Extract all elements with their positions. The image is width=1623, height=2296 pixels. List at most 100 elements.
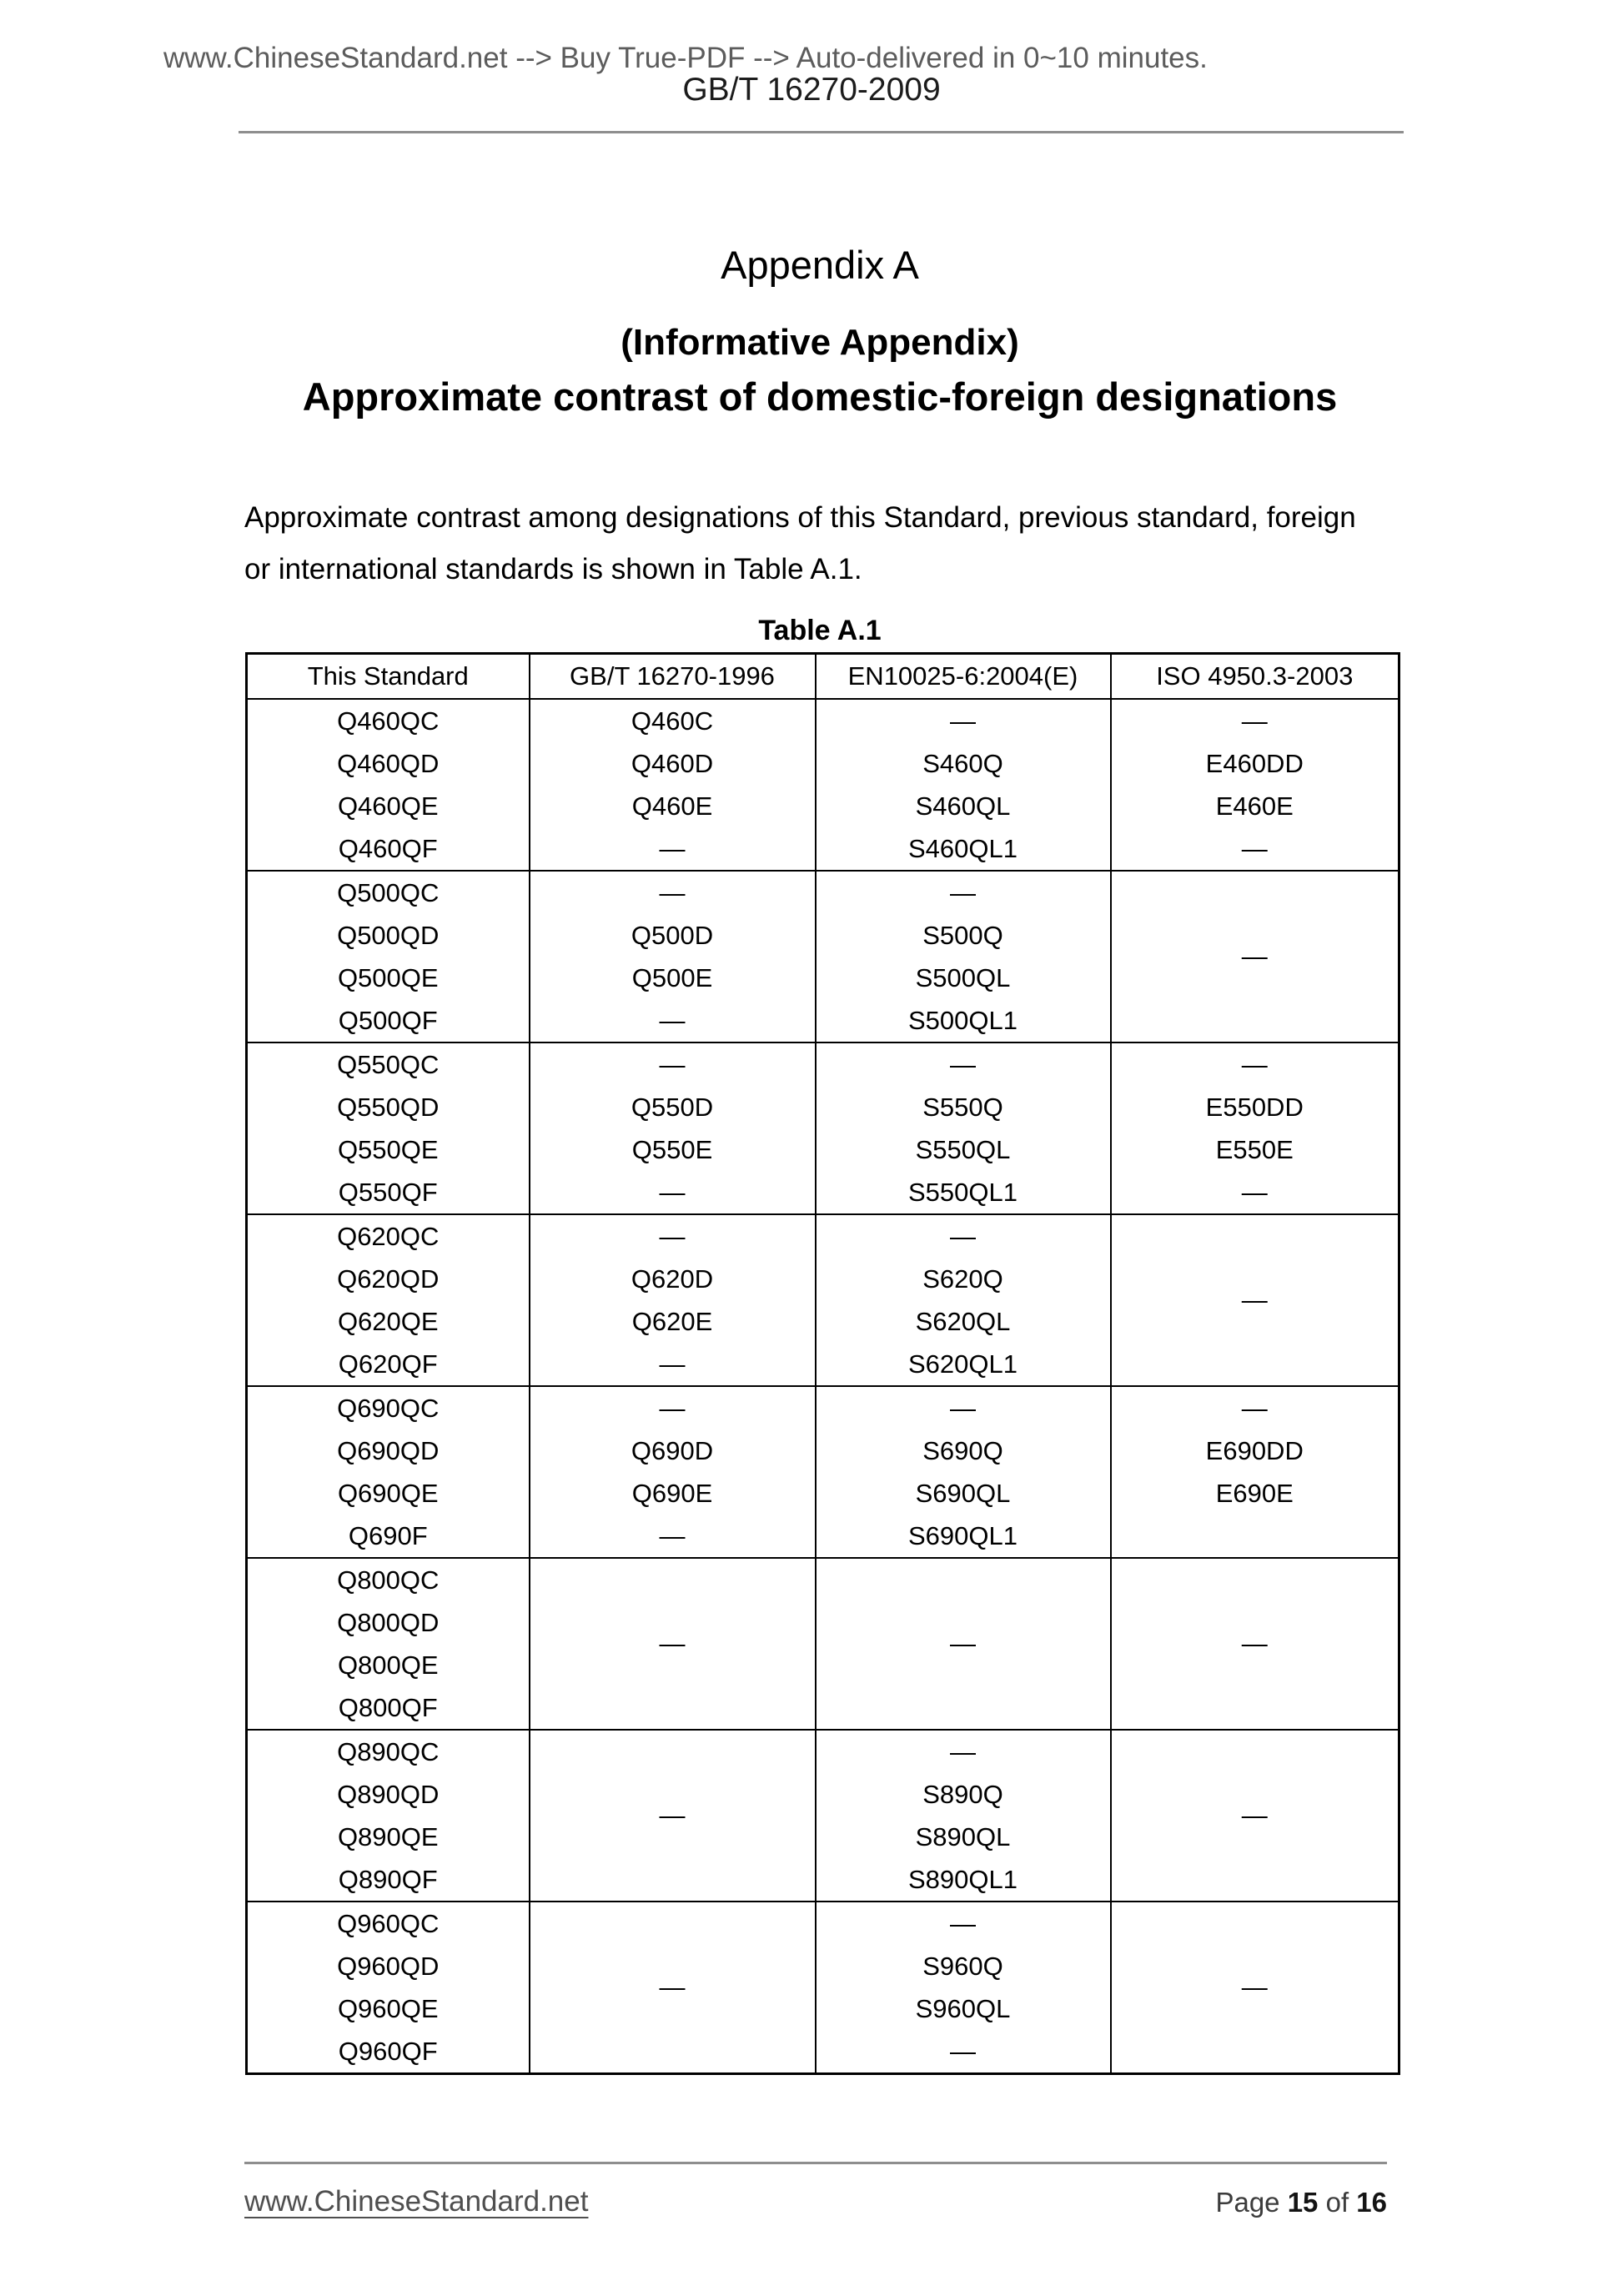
stacked-cell: Q460C Q460D Q460E — — [528, 698, 817, 872]
cell-value: Q500QC — [337, 878, 440, 907]
page-current: 15 — [1287, 2187, 1319, 2218]
cell-value: S620QL1 — [908, 1349, 1018, 1379]
merged-cell: — — [528, 1729, 817, 1902]
cell-value: Q800QC — [337, 1565, 440, 1595]
cell-value: S690QL1 — [908, 1521, 1018, 1550]
cell-value: Q500E — [631, 963, 713, 992]
cell-value: Q500D — [631, 921, 714, 950]
stacked-cell: — S500Q S500QL S500QL1 — [814, 870, 1112, 1043]
table-caption: Table A.1 — [758, 615, 882, 646]
cell-value: Q500QE — [337, 963, 439, 992]
cell-value: Q690E — [631, 1479, 713, 1508]
cell-value: S500QL1 — [908, 1006, 1018, 1035]
cell-value: Q500QD — [337, 921, 440, 950]
cell-value: — — [1241, 834, 1268, 863]
cell-value: S620QL — [915, 1307, 1011, 1336]
stacked-cell: — Q690D Q690E — — [528, 1385, 817, 1559]
stacked-cell: Q460QC Q460QD Q460QE Q460QF — [245, 698, 530, 872]
stacked-cell: — Q500D Q500E — — [528, 870, 817, 1043]
cell-value: S500Q — [922, 921, 1003, 950]
table-row-group: Q620QC Q620QD Q620QE Q620QF — Q620D Q620E — — S62… — [245, 1213, 1400, 1387]
merged-cell: — — [814, 1557, 1112, 1731]
header-divider — [239, 131, 1404, 133]
cell-value: — — [950, 1909, 976, 1938]
appendix-title: Appendix A — [721, 243, 919, 287]
cell-value: Q620QD — [337, 1264, 440, 1294]
cell-value: S890QL1 — [908, 1865, 1018, 1894]
table-row-group: Q800QC Q800QD Q800QE Q800QF — — — — [245, 1557, 1400, 1731]
cell-value: S960Q — [922, 1952, 1003, 1981]
intro-paragraph-line-2: or international standards is shown in T… — [244, 553, 862, 585]
cell-value: Q460D — [631, 749, 714, 778]
cell-value: Q550E — [631, 1135, 713, 1164]
cell-value: Q960QE — [337, 1994, 439, 2023]
stacked-cell: — Q550D Q550E — — [528, 1042, 817, 1215]
cell-value: E460DD — [1205, 749, 1304, 778]
cell-value: E690E — [1215, 1479, 1294, 1508]
stacked-cell: — E460DD E460E — — [1109, 698, 1400, 872]
cell-value: Q890QD — [337, 1780, 440, 1809]
footer-site-link[interactable]: www.ChineseStandard.net — [244, 2185, 589, 2218]
page-label: Page — [1215, 2187, 1288, 2218]
stacked-cell: Q500QC Q500QD Q500QE Q500QF — [245, 870, 530, 1043]
stacked-cell: Q620QC Q620QD Q620QE Q620QF — [245, 1213, 530, 1387]
stacked-cell: — E550DD E550E — — [1109, 1042, 1400, 1215]
cell-value: E460E — [1215, 791, 1294, 821]
cell-value: S890QL — [915, 1822, 1011, 1851]
intro-paragraph: Approximate contrast among designations … — [244, 492, 1404, 595]
table-header-row: This Standard GB/T 16270-1996 EN10025-6:20… — [245, 652, 1400, 700]
designation-comparison-table: This Standard GB/T 16270-1996 EN10025-6:20… — [245, 652, 1400, 2075]
merged-cell: — — [1109, 1213, 1400, 1387]
cell-value: — — [1241, 1394, 1268, 1423]
cell-value: Q460QE — [337, 791, 439, 821]
cell-value: E550E — [1215, 1135, 1294, 1164]
cell-value: Q690QD — [337, 1436, 440, 1465]
document-number: GB/T 16270-2009 — [682, 72, 941, 108]
cell-value: — — [950, 1737, 976, 1766]
merged-cell: — — [1109, 1557, 1400, 1731]
cell-value: Q890QF — [338, 1865, 438, 1894]
cell-value: — — [950, 1394, 976, 1423]
merged-cell: — — [1109, 1729, 1400, 1902]
cell-value: Q460QD — [337, 749, 440, 778]
cell-value: Q690QE — [337, 1479, 439, 1508]
footer-divider — [244, 2162, 1387, 2164]
cell-value — [1113, 1515, 1398, 1556]
stacked-cell: — S460Q S460QL S460QL1 — [814, 698, 1112, 872]
cell-value: E550DD — [1205, 1093, 1304, 1122]
cell-value: Q460QC — [337, 706, 440, 736]
cell-value: — — [950, 706, 976, 736]
cell-value: — — [659, 878, 686, 907]
cell-value: — — [659, 1394, 686, 1423]
column-header: This Standard — [245, 652, 530, 700]
cell-value: — — [950, 878, 976, 907]
cell-value: S500QL — [915, 963, 1011, 992]
cell-value: S460Q — [922, 749, 1003, 778]
column-header: ISO 4950.3-2003 — [1109, 652, 1400, 700]
cell-value: Q800QD — [337, 1608, 440, 1637]
cell-value: Q460QF — [338, 834, 438, 863]
table-row-group: Q500QC Q500QD Q500QE Q500QF — Q500D Q500E — — S50… — [245, 870, 1400, 1043]
cell-value: S960QL — [915, 1994, 1011, 2023]
cell-value: — — [1241, 706, 1268, 736]
header-marketing-text: www.ChineseStandard.net --> Buy True-PDF… — [163, 42, 1208, 74]
stacked-cell: Q960QC Q960QD Q960QE Q960QF — [245, 1901, 530, 2075]
stacked-cell: Q890QC Q890QD Q890QE Q890QF — [245, 1729, 530, 1902]
stacked-cell: — Q620D Q620E — — [528, 1213, 817, 1387]
table-row-group: Q690QC Q690QD Q690QE Q690F — Q690D Q690E — — S690… — [245, 1385, 1400, 1559]
cell-value: Q960QC — [337, 1909, 440, 1938]
cell-value: Q800QF — [338, 1693, 438, 1722]
intro-paragraph-line-1: Approximate contrast among designations … — [244, 501, 1356, 534]
cell-value: — — [950, 1222, 976, 1251]
merged-cell: — — [1109, 1901, 1400, 2075]
stacked-cell: — S550Q S550QL S550QL1 — [814, 1042, 1112, 1215]
page-total: 16 — [1356, 2187, 1387, 2218]
cell-value: — — [659, 1222, 686, 1251]
cell-value: — — [1241, 1178, 1268, 1207]
stacked-cell: — S890Q S890QL S890QL1 — [814, 1729, 1112, 1902]
cell-value: — — [659, 1178, 686, 1207]
cell-value: — — [950, 2037, 976, 2066]
cell-value: Q890QC — [337, 1737, 440, 1766]
table-row-group: Q550QC Q550QD Q550QE Q550QF — Q550D Q550E — — S55… — [245, 1042, 1400, 1215]
